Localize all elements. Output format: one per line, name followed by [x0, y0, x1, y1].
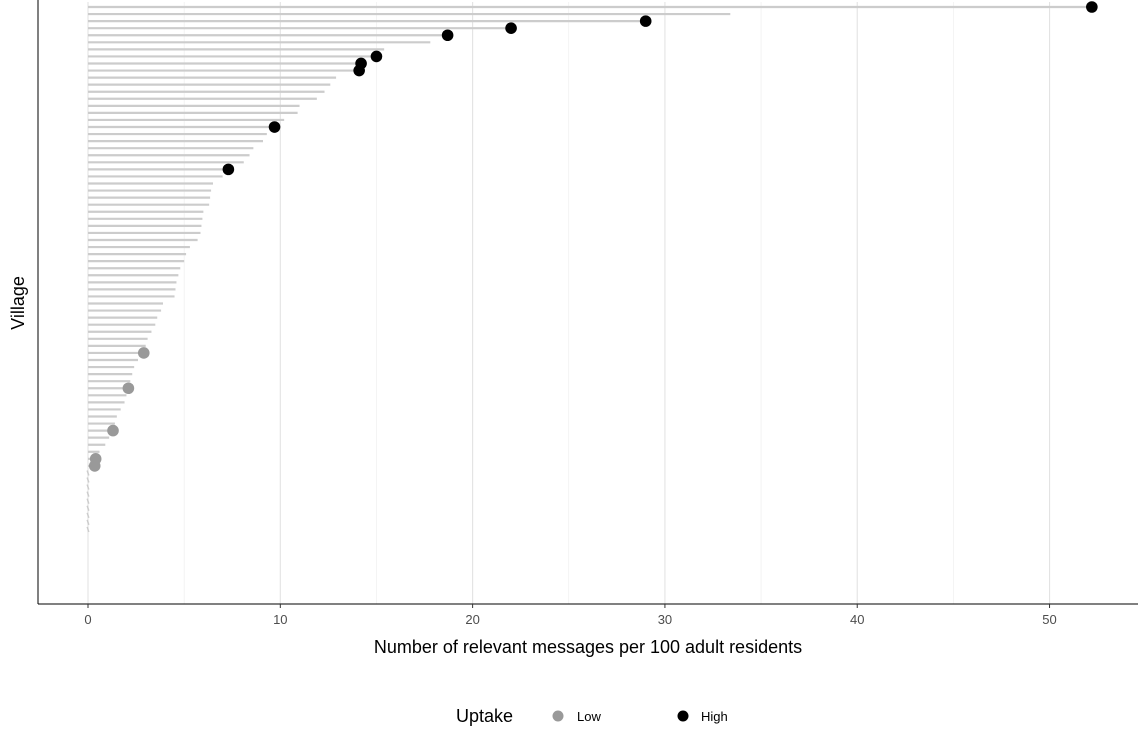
village-segment [86, 526, 90, 533]
village-segments [86, 5, 1092, 533]
village-segment [86, 477, 90, 483]
high-uptake-point [222, 163, 235, 176]
high-uptake-point [370, 50, 383, 63]
low-uptake-point [122, 382, 135, 395]
village-segment [86, 512, 90, 519]
legend: Uptake Low High [456, 706, 728, 726]
village-segment [86, 505, 90, 511]
village-segment [86, 470, 90, 476]
x-axis-title: Number of relevant messages per 100 adul… [374, 637, 802, 657]
low-uptake-point [137, 347, 150, 359]
village-segment [86, 498, 90, 504]
legend-title: Uptake [456, 706, 513, 726]
legend-high-swatch [677, 710, 689, 722]
x-tick-label: 40 [850, 612, 864, 627]
x-tick-label: 30 [658, 612, 672, 627]
x-tick-label: 50 [1042, 612, 1056, 627]
high-uptake-point [268, 121, 281, 133]
high-uptake-point [1086, 1, 1098, 13]
high-uptake-point [441, 29, 454, 42]
uptake-points [88, 1, 1098, 472]
village-segment [86, 519, 90, 526]
legend-low-swatch [552, 710, 564, 722]
high-uptake-point [639, 15, 652, 27]
x-tick-label: 10 [273, 612, 287, 627]
legend-high-label: High [701, 709, 728, 724]
x-tick-label: 0 [84, 612, 91, 627]
legend-low-label: Low [577, 709, 601, 724]
high-uptake-point [505, 22, 517, 34]
village-segment [86, 484, 90, 490]
x-tick-label: 20 [465, 612, 479, 627]
village-segment [86, 491, 90, 497]
y-axis-title: Village [8, 276, 28, 330]
high-uptake-point [353, 64, 365, 77]
low-uptake-point [88, 460, 101, 472]
x-axis-ticks: 0 10 20 30 40 50 [84, 604, 1057, 627]
low-uptake-point [107, 424, 119, 437]
